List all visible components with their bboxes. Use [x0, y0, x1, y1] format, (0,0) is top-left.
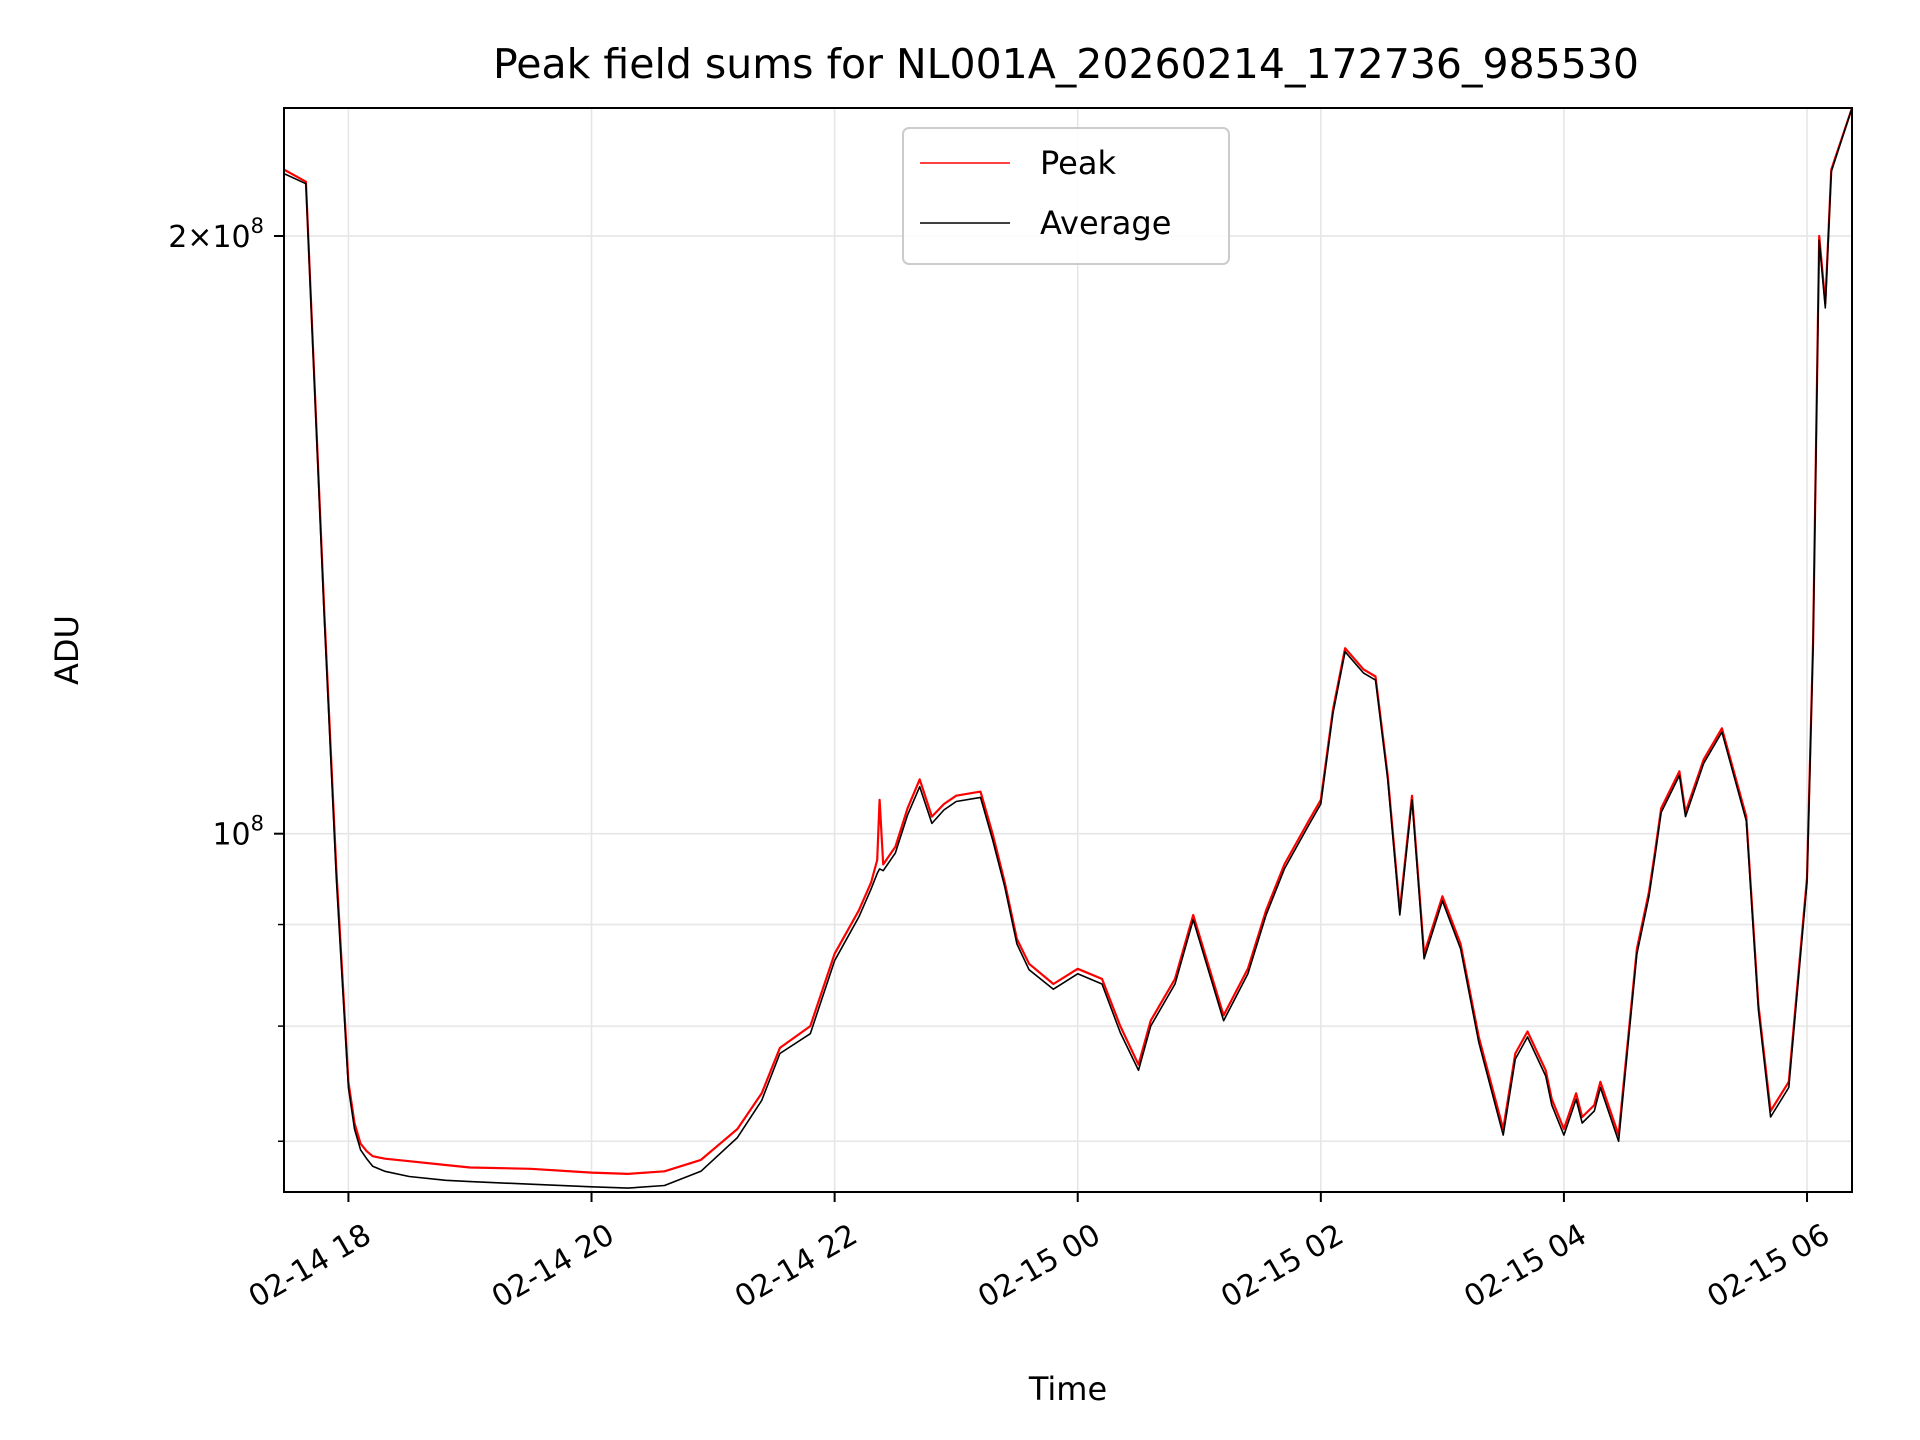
legend-box — [902, 127, 1230, 265]
y-tick-label-base-1: 2×10 — [168, 220, 250, 255]
legend-peak-label: Peak — [1040, 144, 1116, 182]
plot-area-background — [284, 108, 1852, 1192]
series-layer — [284, 108, 1852, 1189]
x-axis-title: Time — [1028, 1370, 1107, 1408]
grid-layer — [284, 108, 1852, 1192]
series-line-average — [284, 108, 1852, 1189]
y-tick-label-exponent-1: 8 — [251, 214, 264, 238]
y-axis-title: ADU — [48, 615, 86, 685]
legend-average-label: Average — [1040, 204, 1171, 242]
plot-frame — [283, 107, 1853, 1193]
legend: Peak Average — [902, 127, 1230, 265]
y-tick-label-1: 2×108 — [168, 214, 264, 255]
y-tick-label-0: 108 — [212, 812, 264, 853]
y-tick-label-base-0: 10 — [212, 818, 250, 853]
y-tick-label-exponent-0: 8 — [251, 812, 264, 836]
chart-title: Peak field sums for NL001A_20260214_1727… — [493, 40, 1639, 88]
